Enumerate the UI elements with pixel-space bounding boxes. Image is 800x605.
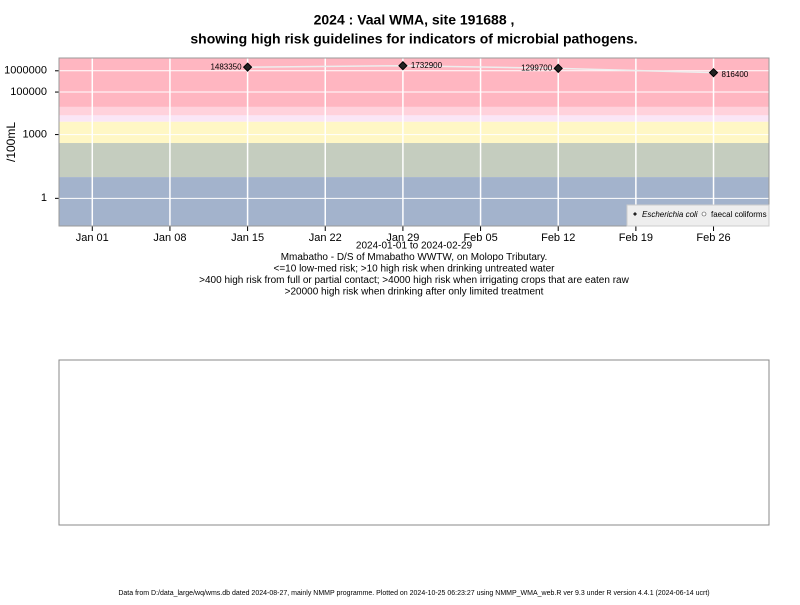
x-tick-label: Feb 05 (463, 232, 497, 244)
y-tick-label: 1000000 (4, 65, 47, 77)
data-label: 1483350 (210, 62, 242, 71)
risk-band (59, 106, 769, 116)
x-tick-label: Jan 22 (309, 232, 342, 244)
y-axis-label: /100mL (4, 122, 18, 162)
x-tick-label: Feb 12 (541, 232, 575, 244)
x-tick-label: Jan 01 (76, 232, 109, 244)
legend-label: Escherichia coli (642, 210, 698, 219)
y-tick-label: 1 (41, 192, 47, 204)
empty-panel (58, 359, 770, 526)
note: >20000 high risk when drinking after onl… (285, 287, 544, 298)
risk-band (59, 115, 769, 122)
y-tick-label: 1000 (23, 128, 47, 140)
note: 2024-01-01 to 2024-02-29 (356, 241, 473, 252)
data-label: 1732900 (411, 61, 443, 70)
legend-box (626, 204, 770, 227)
note: Mmabatho - D/S of Mmabatho WWTW, on Molo… (281, 252, 548, 263)
data-point (553, 63, 563, 74)
x-tick-label: Feb 26 (696, 232, 730, 244)
legend-label: faecal coliforms (711, 210, 767, 219)
data-point (398, 61, 408, 71)
risk-band (59, 121, 769, 144)
risk-band (59, 143, 769, 178)
legend-marker (701, 211, 707, 217)
x-tick-label: Feb 19 (619, 232, 653, 244)
data-point (242, 62, 253, 72)
chart-title: 2024 : Vaal WMA, site 191688 , (314, 12, 515, 28)
legend-marker (633, 212, 637, 216)
x-tick-label: Jan 08 (153, 232, 186, 244)
chart-subtitle: showing high risk guidelines for indicat… (190, 31, 637, 47)
data-point (708, 67, 719, 78)
data-label: 1299700 (521, 63, 553, 72)
footer: Data from D:/data_large/wq/wms.db dated … (118, 590, 709, 597)
note: <=10 low-med risk; >10 high risk when dr… (274, 264, 556, 275)
series-line (247, 64, 714, 74)
note: >400 high risk from full or partial cont… (199, 275, 629, 286)
data-label: 816400 (722, 70, 749, 79)
x-tick-label: Jan 15 (231, 232, 264, 244)
x-tick-label: Jan 29 (386, 232, 419, 244)
plot-frame (58, 57, 770, 227)
y-tick-label: 100000 (10, 86, 47, 98)
